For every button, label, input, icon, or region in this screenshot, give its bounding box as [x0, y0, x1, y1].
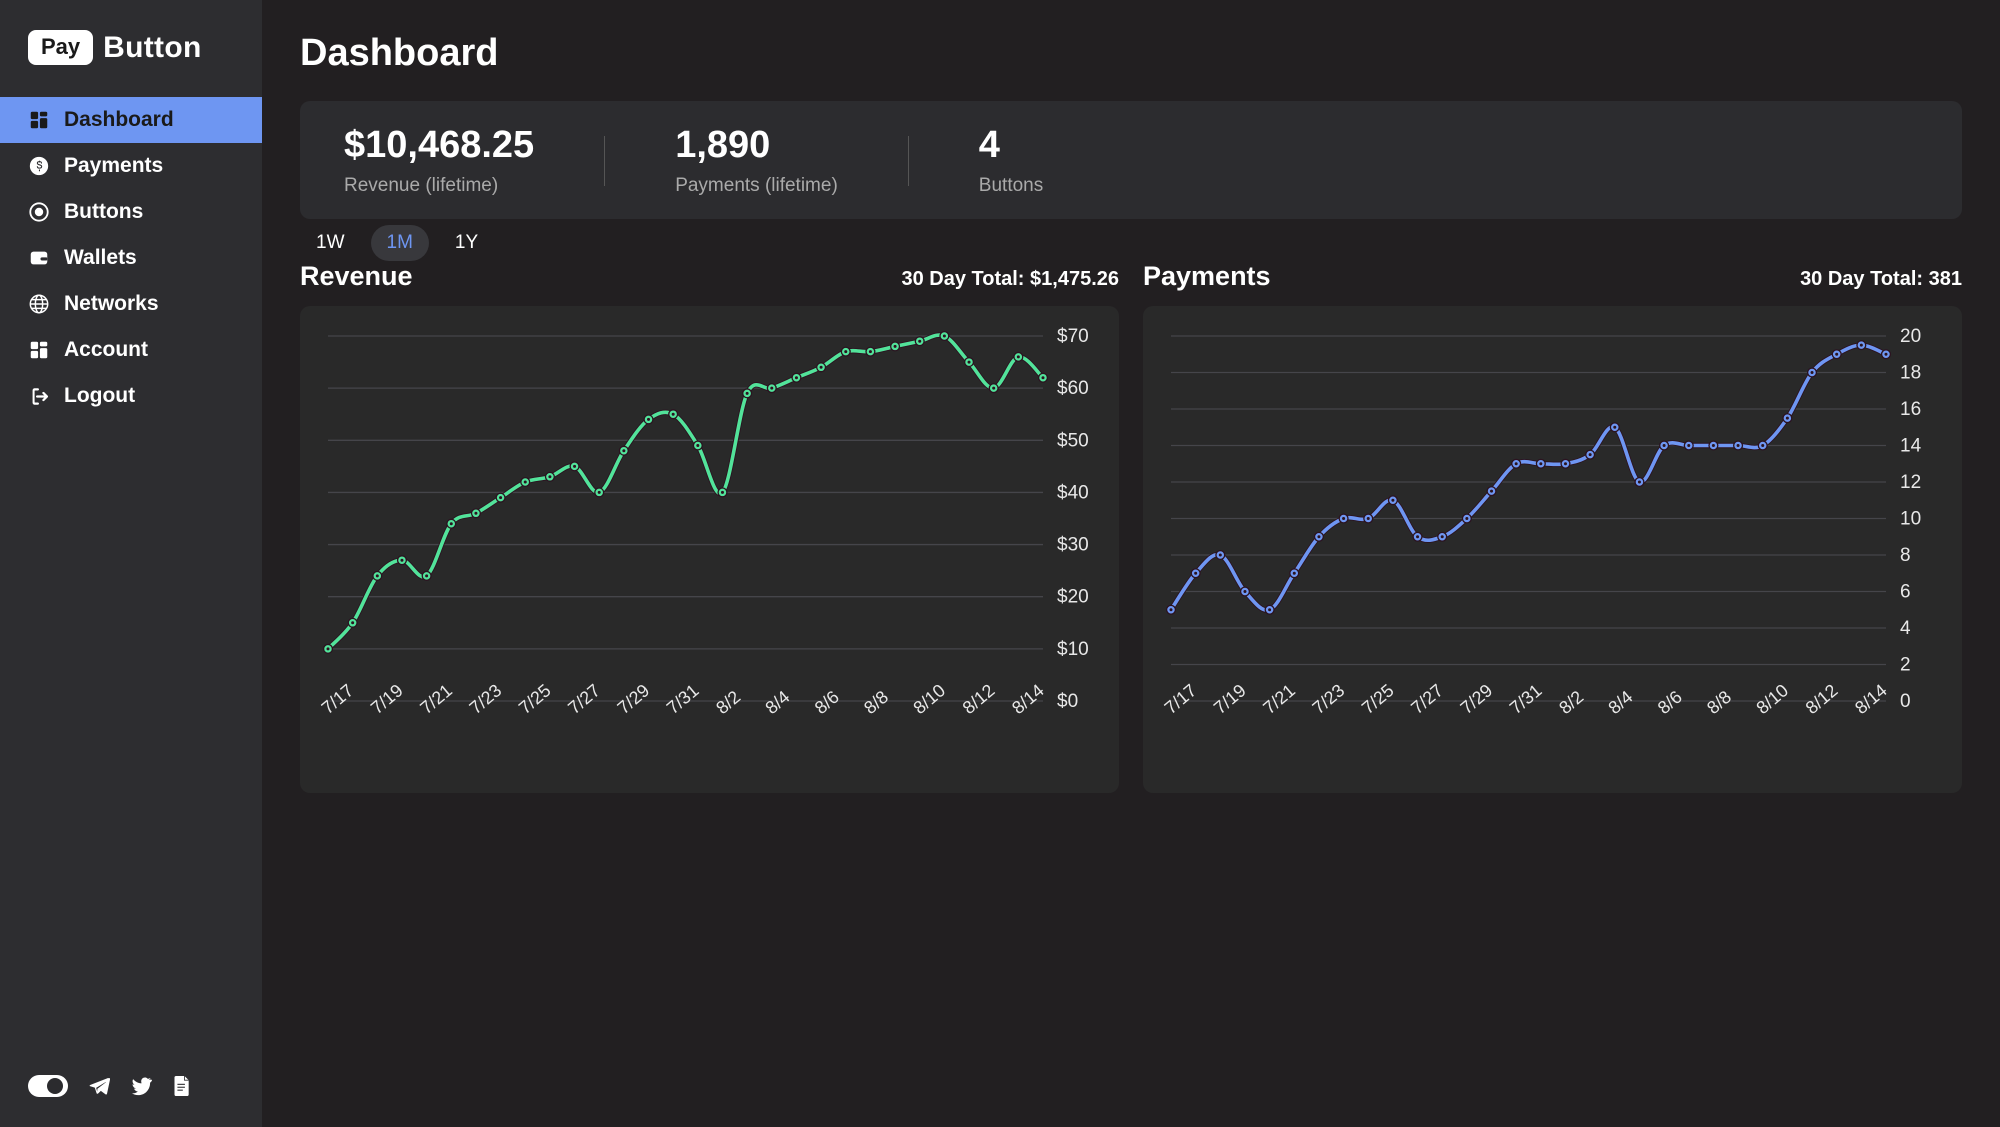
svg-text:$70: $70: [1057, 326, 1089, 347]
svg-text:20: 20: [1900, 326, 1921, 347]
svg-text:8/8: 8/8: [1703, 686, 1735, 717]
svg-text:7/19: 7/19: [367, 680, 407, 718]
svg-text:$30: $30: [1057, 534, 1089, 555]
svg-text:7/31: 7/31: [1506, 680, 1546, 718]
svg-text:8/4: 8/4: [762, 686, 794, 717]
svg-text:$0: $0: [1057, 691, 1078, 712]
svg-text:10: 10: [1900, 508, 1921, 529]
svg-text:8/4: 8/4: [1605, 686, 1637, 717]
svg-text:14: 14: [1900, 435, 1922, 456]
svg-text:18: 18: [1900, 362, 1921, 383]
svg-text:7/25: 7/25: [515, 680, 555, 718]
svg-text:$60: $60: [1057, 378, 1089, 399]
svg-text:7/25: 7/25: [1358, 680, 1398, 718]
svg-text:8/10: 8/10: [1752, 680, 1792, 718]
svg-text:6: 6: [1900, 581, 1911, 602]
svg-text:8/8: 8/8: [860, 686, 892, 717]
svg-text:8/12: 8/12: [1802, 680, 1842, 718]
svg-text:7/17: 7/17: [318, 680, 358, 718]
svg-text:8/6: 8/6: [1654, 686, 1686, 717]
svg-text:7/23: 7/23: [1309, 680, 1349, 718]
svg-text:7/21: 7/21: [1259, 680, 1299, 718]
svg-text:7/21: 7/21: [416, 680, 456, 718]
svg-text:7/17: 7/17: [1161, 680, 1201, 718]
svg-text:7/19: 7/19: [1210, 680, 1250, 718]
svg-text:$40: $40: [1057, 482, 1089, 503]
svg-text:7/29: 7/29: [1457, 680, 1497, 718]
svg-text:$20: $20: [1057, 587, 1089, 608]
svg-text:8/6: 8/6: [811, 686, 843, 717]
svg-text:12: 12: [1900, 472, 1921, 493]
svg-text:$10: $10: [1057, 639, 1089, 660]
svg-text:8/14: 8/14: [1008, 680, 1048, 718]
svg-text:2: 2: [1900, 654, 1911, 675]
svg-text:16: 16: [1900, 399, 1921, 420]
svg-text:$50: $50: [1057, 430, 1089, 451]
svg-text:8/14: 8/14: [1851, 680, 1891, 718]
svg-text:8/2: 8/2: [1555, 686, 1587, 717]
svg-text:7/31: 7/31: [663, 680, 703, 718]
svg-text:7/27: 7/27: [564, 680, 604, 718]
svg-text:8: 8: [1900, 545, 1911, 566]
svg-text:4: 4: [1900, 618, 1911, 639]
svg-text:0: 0: [1900, 691, 1911, 712]
svg-text:7/27: 7/27: [1407, 680, 1447, 718]
svg-text:7/29: 7/29: [614, 680, 654, 718]
svg-text:8/12: 8/12: [959, 680, 999, 718]
svg-text:8/2: 8/2: [712, 686, 744, 717]
svg-text:7/23: 7/23: [466, 680, 506, 718]
svg-text:8/10: 8/10: [909, 680, 949, 718]
